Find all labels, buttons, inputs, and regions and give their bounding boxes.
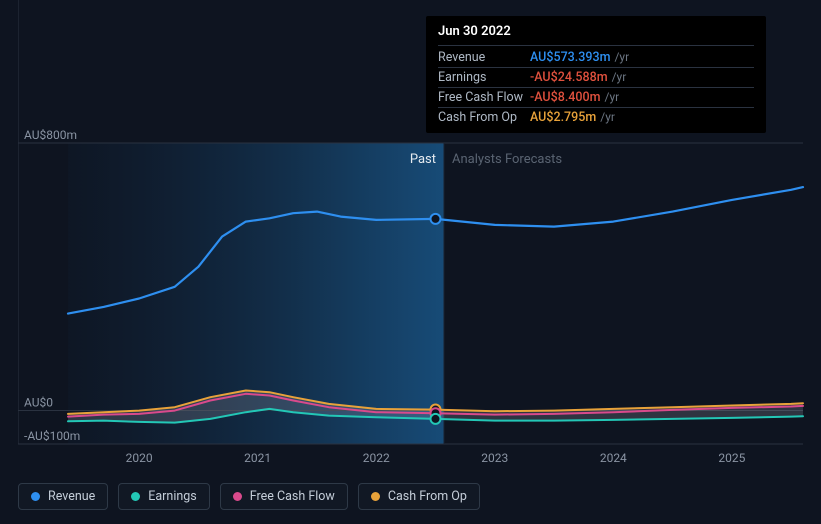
legend-item-fcf[interactable]: Free Cash Flow (220, 483, 348, 510)
legend-item-label: Revenue (48, 489, 95, 504)
x-axis-label: 2021 (244, 451, 271, 465)
legend-item-cfo[interactable]: Cash From Op (358, 483, 480, 510)
tooltip-row: Free Cash Flow-AU$8.400m/yr (438, 88, 754, 108)
tooltip-row: Cash From OpAU$2.795m/yr (438, 108, 754, 127)
tooltip-row-value: -AU$24.588m (530, 70, 608, 85)
x-axis-label: 2024 (600, 451, 627, 465)
legend-dot-icon (131, 492, 140, 501)
tooltip-row-label: Revenue (438, 50, 530, 65)
legend-item-revenue[interactable]: Revenue (18, 483, 108, 510)
tooltip-row-unit: /yr (614, 50, 629, 64)
legend-dot-icon (233, 492, 242, 501)
chart-legend: Revenue Earnings Free Cash Flow Cash From O… (18, 483, 480, 510)
marker-earnings (431, 414, 441, 424)
legend-item-label: Earnings (148, 489, 196, 504)
tooltip-row: RevenueAU$573.393m/yr (438, 48, 754, 68)
tooltip-row-unit: /yr (612, 70, 627, 84)
tooltip-row-unit: /yr (605, 90, 620, 104)
tooltip-row-value: -AU$8.400m (530, 90, 601, 105)
marker-revenue (431, 214, 441, 224)
tooltip-row-label: Earnings (438, 70, 530, 85)
legend-dot-icon (31, 492, 40, 501)
tooltip-row: Earnings-AU$24.588m/yr (438, 68, 754, 88)
x-axis-label: 2022 (363, 451, 390, 465)
x-axis-label: 2020 (126, 451, 153, 465)
tooltip-row-unit: /yr (600, 110, 615, 124)
legend-dot-icon (371, 492, 380, 501)
y-axis-label: -AU$100m (24, 429, 80, 443)
y-axis-label: AU$800m (24, 128, 77, 142)
tooltip-date: Jun 30 2022 (438, 24, 754, 46)
x-axis-label: 2025 (718, 451, 745, 465)
tooltip-row-label: Free Cash Flow (438, 90, 530, 105)
past-section-label: Past (410, 152, 436, 167)
tooltip-row-label: Cash From Op (438, 110, 530, 125)
tooltip-row-value: AU$2.795m (530, 110, 596, 125)
x-axis-label: 2023 (481, 451, 508, 465)
forecast-section-label: Analysts Forecasts (452, 152, 562, 167)
legend-item-label: Cash From Op (388, 489, 467, 504)
y-axis-label: AU$0 (24, 396, 53, 410)
legend-item-label: Free Cash Flow (250, 489, 335, 504)
chart-tooltip: Jun 30 2022 RevenueAU$573.393m/yrEarning… (426, 16, 766, 133)
legend-item-earnings[interactable]: Earnings (118, 483, 209, 510)
tooltip-row-value: AU$573.393m (530, 50, 610, 65)
